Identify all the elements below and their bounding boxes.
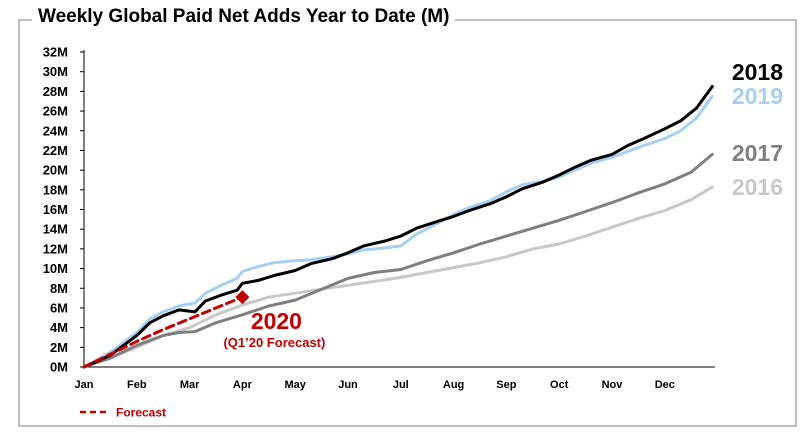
series-label-2016: 2016	[732, 174, 783, 200]
x-tick-label: Apr	[233, 379, 253, 391]
forecast-annotation-sublabel: (Q1’20 Forecast)	[223, 335, 325, 350]
y-tick-label: 16M	[43, 202, 68, 217]
series-line-forecast	[82, 295, 244, 369]
x-tick-label: May	[284, 379, 306, 391]
x-tick-label: Jun	[338, 379, 358, 391]
y-tick-label: 12M	[43, 241, 68, 256]
x-tick-label: Dec	[655, 379, 675, 391]
y-tick-label: 28M	[43, 84, 68, 99]
x-tick-label: Jan	[75, 379, 94, 391]
y-tick-label: 20M	[43, 163, 68, 178]
x-tick-label: Aug	[443, 379, 464, 391]
y-tick-label: 18M	[43, 182, 68, 197]
y-tick-label: 6M	[50, 300, 68, 315]
forecast-point-marker	[235, 290, 250, 305]
x-tick-label: Oct	[550, 379, 569, 391]
legend-label: Forecast	[116, 406, 166, 420]
y-tick-label: 10M	[43, 261, 68, 276]
x-tick-label: Sep	[496, 379, 516, 391]
y-tick-label: 0M	[50, 360, 68, 375]
y-tick-label: 32M	[43, 45, 68, 60]
series-line-2018	[82, 85, 714, 369]
series-line-2019	[82, 94, 714, 369]
y-tick-label: 14M	[43, 222, 68, 237]
y-tick-label: 22M	[43, 143, 68, 158]
y-tick-label: 30M	[43, 64, 68, 79]
x-axis: Jan Feb Mar Apr May Jun Jul Aug Sep Oct Nov Dec	[75, 366, 715, 391]
y-tick-label: 8M	[50, 281, 68, 296]
y-axis: 0M 2M 4M 6M 8M 10M 12M 14M 16M 18M 20M 22M 24M 26M 28M…	[43, 45, 85, 375]
chart-border	[18, 19, 797, 427]
chart-title: Weekly Global Paid Net Adds Year to Date…	[32, 6, 456, 28]
series-layer	[82, 85, 714, 369]
x-tick-label: Nov	[602, 379, 624, 391]
series-label-2017: 2017	[732, 140, 783, 166]
y-tick-label: 4M	[50, 320, 68, 335]
x-tick-label: Mar	[180, 379, 200, 391]
x-tick-label: Jul	[393, 379, 409, 391]
series-label-2018: 2018	[732, 59, 783, 85]
forecast-annotation-label: 2020	[251, 308, 302, 334]
y-tick-label: 24M	[43, 123, 68, 138]
y-tick-label: 26M	[43, 104, 68, 119]
series-line-2016	[82, 185, 714, 369]
x-tick-label: Feb	[127, 379, 147, 391]
y-tick-label: 2M	[50, 340, 68, 355]
series-label-2019: 2019	[732, 83, 783, 109]
legend: Forecast	[80, 406, 166, 420]
series-line-2017	[82, 152, 714, 369]
